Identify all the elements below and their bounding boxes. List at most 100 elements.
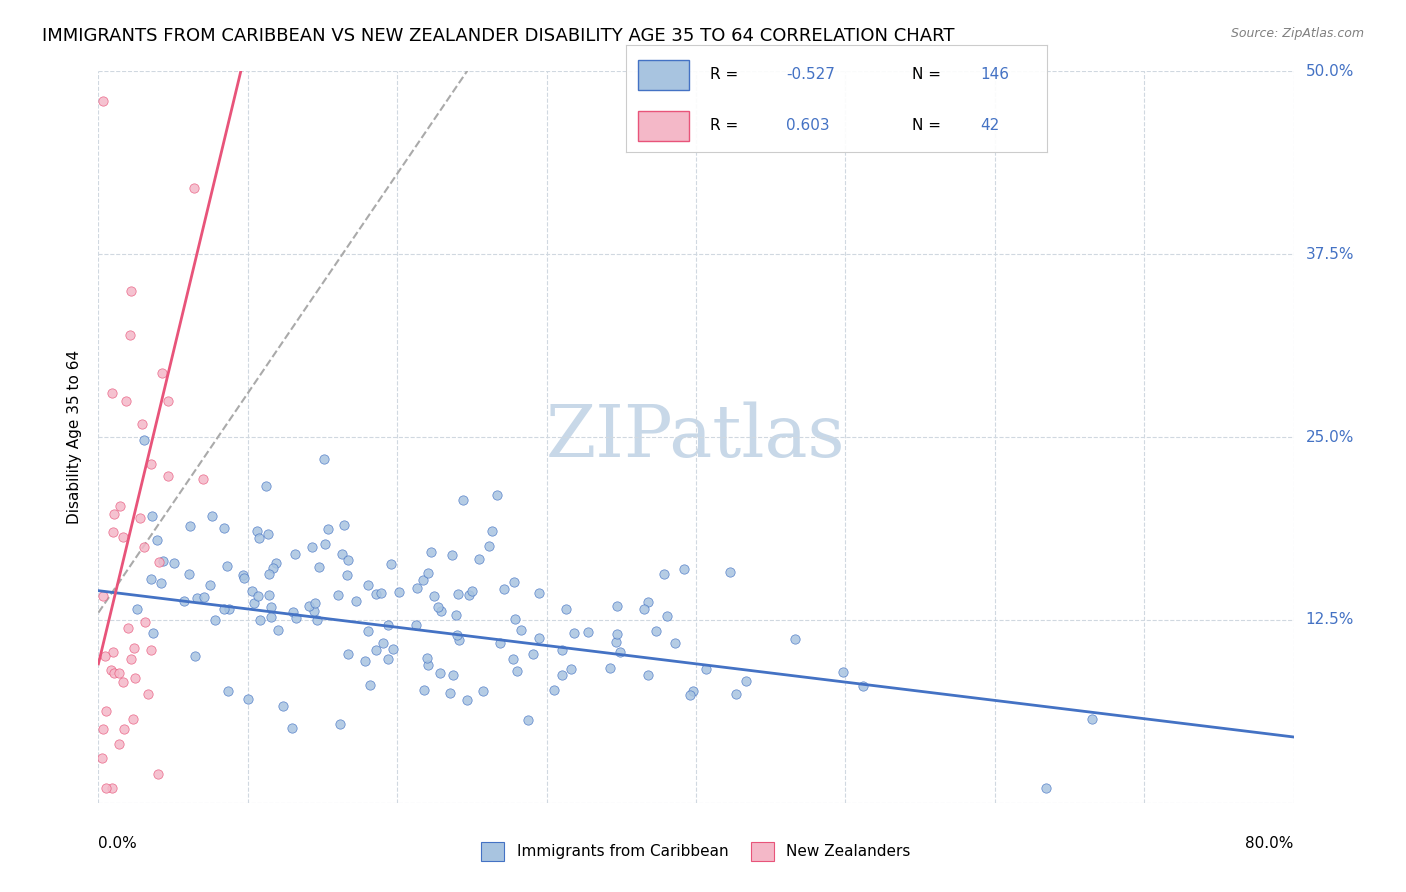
Text: 37.5%: 37.5% <box>1306 247 1354 261</box>
Point <box>284 547 307 561</box>
Point <box>576 624 599 639</box>
Point <box>125 601 148 615</box>
Point <box>115 393 138 408</box>
Text: 80.0%: 80.0% <box>1246 836 1294 851</box>
Point <box>783 632 806 647</box>
Point <box>337 647 360 661</box>
Point <box>112 530 135 544</box>
Point <box>429 666 451 681</box>
Point <box>357 624 380 638</box>
Point <box>108 499 131 513</box>
Point <box>198 578 221 592</box>
Text: 25.0%: 25.0% <box>1306 430 1354 444</box>
Point <box>262 561 284 575</box>
Point <box>471 683 494 698</box>
Y-axis label: Disability Age 35 to 64: Disability Age 35 to 64 <box>67 350 83 524</box>
Point <box>284 611 307 625</box>
Point <box>260 600 283 615</box>
Point <box>422 589 444 603</box>
Point <box>605 635 627 649</box>
Point <box>527 586 550 600</box>
Text: N =: N = <box>912 119 946 134</box>
Point <box>217 559 239 574</box>
Text: N =: N = <box>912 67 946 82</box>
Point <box>456 693 478 707</box>
Point <box>413 682 436 697</box>
Point <box>96 781 118 796</box>
Text: -0.527: -0.527 <box>786 67 835 82</box>
Point <box>458 588 481 602</box>
Point <box>468 551 491 566</box>
Point <box>134 615 156 629</box>
Point <box>373 636 395 650</box>
Point <box>122 712 145 726</box>
Point <box>657 608 679 623</box>
Point <box>370 586 392 600</box>
Text: 12.5%: 12.5% <box>1306 613 1354 627</box>
Point <box>217 683 239 698</box>
Point <box>831 665 853 679</box>
Point <box>93 722 115 736</box>
Point <box>606 599 628 613</box>
Point <box>420 545 443 559</box>
Point <box>543 683 565 698</box>
Point <box>304 596 326 610</box>
Point <box>316 522 339 536</box>
Point <box>364 643 387 657</box>
Point <box>148 555 170 569</box>
Point <box>146 766 169 780</box>
Point <box>644 624 666 639</box>
Point <box>377 652 399 666</box>
Point <box>267 623 290 637</box>
Point <box>101 386 124 401</box>
Point <box>129 511 152 525</box>
Point <box>183 649 205 664</box>
Point <box>108 665 131 680</box>
Point <box>118 327 141 342</box>
Point <box>193 590 215 604</box>
Point <box>120 284 142 298</box>
Point <box>440 548 463 562</box>
Point <box>852 679 875 693</box>
Point <box>527 631 550 645</box>
Point <box>240 583 263 598</box>
Point <box>416 566 439 580</box>
Point <box>418 657 440 672</box>
Point <box>108 737 131 751</box>
Point <box>551 643 574 657</box>
Legend: Immigrants from Caribbean, New Zealanders: Immigrants from Caribbean, New Zealander… <box>474 834 918 868</box>
Point <box>599 661 621 675</box>
Point <box>312 451 335 466</box>
Point <box>242 596 264 610</box>
Point <box>259 566 281 581</box>
Point <box>503 612 526 626</box>
Point <box>152 554 174 568</box>
Text: Source: ZipAtlas.com: Source: ZipAtlas.com <box>1230 27 1364 40</box>
Point <box>101 524 124 539</box>
Point <box>724 687 747 701</box>
Point <box>336 553 359 567</box>
Point <box>150 367 173 381</box>
Point <box>280 721 302 735</box>
Point <box>201 508 224 523</box>
Point <box>1035 781 1057 796</box>
Point <box>264 556 287 570</box>
Point <box>405 582 427 596</box>
Point <box>136 687 159 701</box>
Point <box>551 668 574 682</box>
Point <box>682 683 704 698</box>
Point <box>359 678 381 692</box>
Point <box>94 649 117 664</box>
Point <box>522 647 544 661</box>
Point <box>257 526 280 541</box>
Point <box>112 722 135 736</box>
Point <box>111 674 134 689</box>
Point <box>609 645 631 659</box>
Point <box>461 583 484 598</box>
Point <box>664 636 686 650</box>
Point <box>132 433 155 447</box>
Text: 0.0%: 0.0% <box>98 836 138 851</box>
Point <box>430 604 453 618</box>
Point <box>734 673 756 688</box>
Point <box>405 618 427 632</box>
